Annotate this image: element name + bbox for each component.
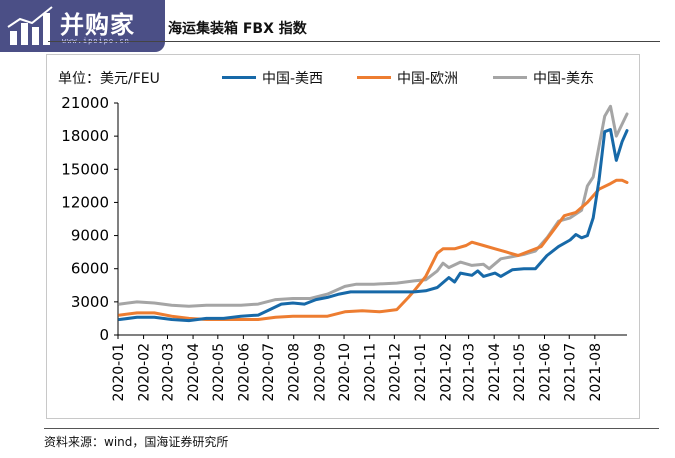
x-tick-label: 2020-11	[363, 343, 379, 402]
x-tick-label: 2021-02	[439, 343, 455, 402]
legend-label-europe: 中国-欧洲	[397, 71, 459, 87]
x-tick-label: 2021-04	[487, 343, 503, 402]
bar-chart-logo-icon	[7, 6, 53, 45]
y-tick-label: 0	[99, 326, 109, 344]
x-tick-label: 2020-02	[137, 343, 153, 402]
x-tick-label: 2021-06	[538, 343, 554, 402]
x-tick-label: 2020-08	[287, 343, 303, 402]
y-tick-label: 21000	[61, 94, 109, 112]
legend-item-us-east: 中国-美东	[493, 68, 595, 87]
x-tick-label: 2020-07	[261, 343, 277, 402]
legend-label-us-east: 中国-美东	[533, 71, 595, 87]
x-tick-label: 2021-08	[588, 343, 604, 402]
logo-text: 并购家	[60, 11, 135, 39]
y-tick-label: 15000	[61, 160, 109, 178]
x-tick-label: 2020-09	[312, 343, 328, 402]
legend-item-europe: 中国-欧洲	[357, 68, 459, 87]
x-tick-label: 2020-10	[337, 343, 353, 402]
x-tick-label: 2020-06	[236, 343, 252, 402]
x-tick-label: 2021-07	[562, 343, 578, 402]
x-tick-label: 2020-12	[387, 343, 403, 402]
y-tick-label: 12000	[61, 193, 109, 211]
x-tick-label: 2020-04	[186, 343, 202, 402]
title-divider	[48, 41, 660, 42]
legend-swatch-us-west	[222, 75, 256, 79]
y-tick-label: 18000	[61, 127, 109, 145]
legend-swatch-europe	[357, 75, 391, 79]
series-line-europe	[118, 178, 629, 321]
x-tick-label: 2020-05	[211, 343, 227, 402]
x-tick-label: 2021-03	[462, 343, 478, 402]
y-tick-label: 3000	[71, 293, 109, 311]
legend-swatch-us-east	[493, 75, 527, 79]
figure-title: 海运集装箱 FBX 指数	[168, 21, 307, 37]
unit-label: 单位：美元/FEU	[58, 71, 160, 87]
chart-frame	[46, 54, 640, 419]
x-tick-label: 2021-05	[512, 343, 528, 402]
source-note: 资料来源：wind，国海证券研究所	[44, 435, 229, 449]
series-line-us-east	[118, 104, 629, 308]
legend-item-us-west: 中国-美西	[222, 68, 324, 87]
series-line-us-west	[118, 128, 629, 323]
source-divider	[44, 428, 659, 429]
legend-label-us-west: 中国-美西	[262, 71, 324, 87]
x-tick-label: 2020-03	[160, 343, 176, 402]
x-tick-label: 2020-01	[111, 343, 127, 402]
y-tick-label: 9000	[71, 227, 109, 245]
x-tick-label: 2021-01	[413, 343, 429, 402]
y-tick-label: 6000	[71, 260, 109, 278]
